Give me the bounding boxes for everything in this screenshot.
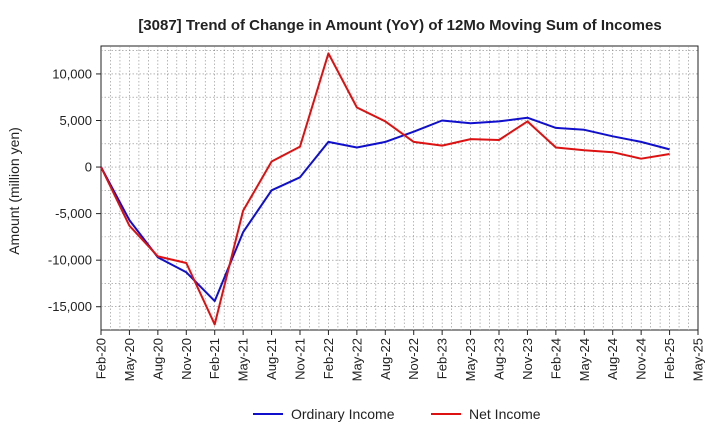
y-axis-label: Amount (million yen) [6, 127, 22, 255]
legend: Ordinary Income Net Income [253, 406, 541, 422]
x-tick-label: May-20 [122, 338, 137, 381]
series-line-net-income [100, 52, 670, 326]
x-tick-label: Feb-22 [321, 338, 336, 379]
x-tick-label: Feb-25 [662, 338, 677, 379]
x-tick-label: May-25 [691, 338, 706, 381]
y-axis: 10,000 5,000 0 -5,000 -10,000 -15,000 [48, 66, 101, 314]
x-axis: Feb-20 May-20 Aug-20 Nov-20 Feb-21 May-21 Aug-… [94, 330, 706, 381]
x-tick-label: Aug-20 [150, 338, 165, 380]
x-tick-label: Aug-23 [492, 338, 507, 380]
y-tick-label: -10,000 [48, 253, 92, 268]
legend-label-ordinary-income: Ordinary Income [291, 406, 395, 422]
x-tick-label: Nov-23 [520, 338, 535, 380]
x-tick-label: Feb-20 [94, 338, 109, 379]
plot-area [100, 45, 699, 331]
y-tick-label: 10,000 [52, 66, 92, 81]
x-tick-label: Nov-21 [293, 338, 308, 380]
x-tick-label: Aug-22 [378, 338, 393, 380]
x-tick-label: Nov-24 [634, 338, 649, 380]
x-tick-label: May-24 [577, 338, 592, 381]
series-layer [100, 52, 670, 326]
x-tick-label: Aug-24 [605, 338, 620, 380]
x-tick-label: Aug-21 [264, 338, 279, 380]
y-tick-label: 0 [85, 160, 92, 175]
x-tick-label: May-23 [463, 338, 478, 381]
x-tick-label: Feb-23 [435, 338, 450, 379]
x-tick-label: Feb-24 [548, 338, 563, 379]
x-tick-label: Nov-20 [179, 338, 194, 380]
x-tick-label: Feb-21 [207, 338, 222, 379]
x-tick-label: May-22 [349, 338, 364, 381]
legend-label-net-income: Net Income [469, 406, 541, 422]
x-tick-label: Nov-22 [406, 338, 421, 380]
grid [101, 46, 698, 330]
x-tick-label: May-21 [236, 338, 251, 381]
y-tick-label: 5,000 [59, 113, 92, 128]
y-tick-label: -5,000 [55, 206, 92, 221]
y-tick-label: -15,000 [48, 299, 92, 314]
chart-title: [3087] Trend of Change in Amount (YoY) o… [138, 17, 661, 34]
